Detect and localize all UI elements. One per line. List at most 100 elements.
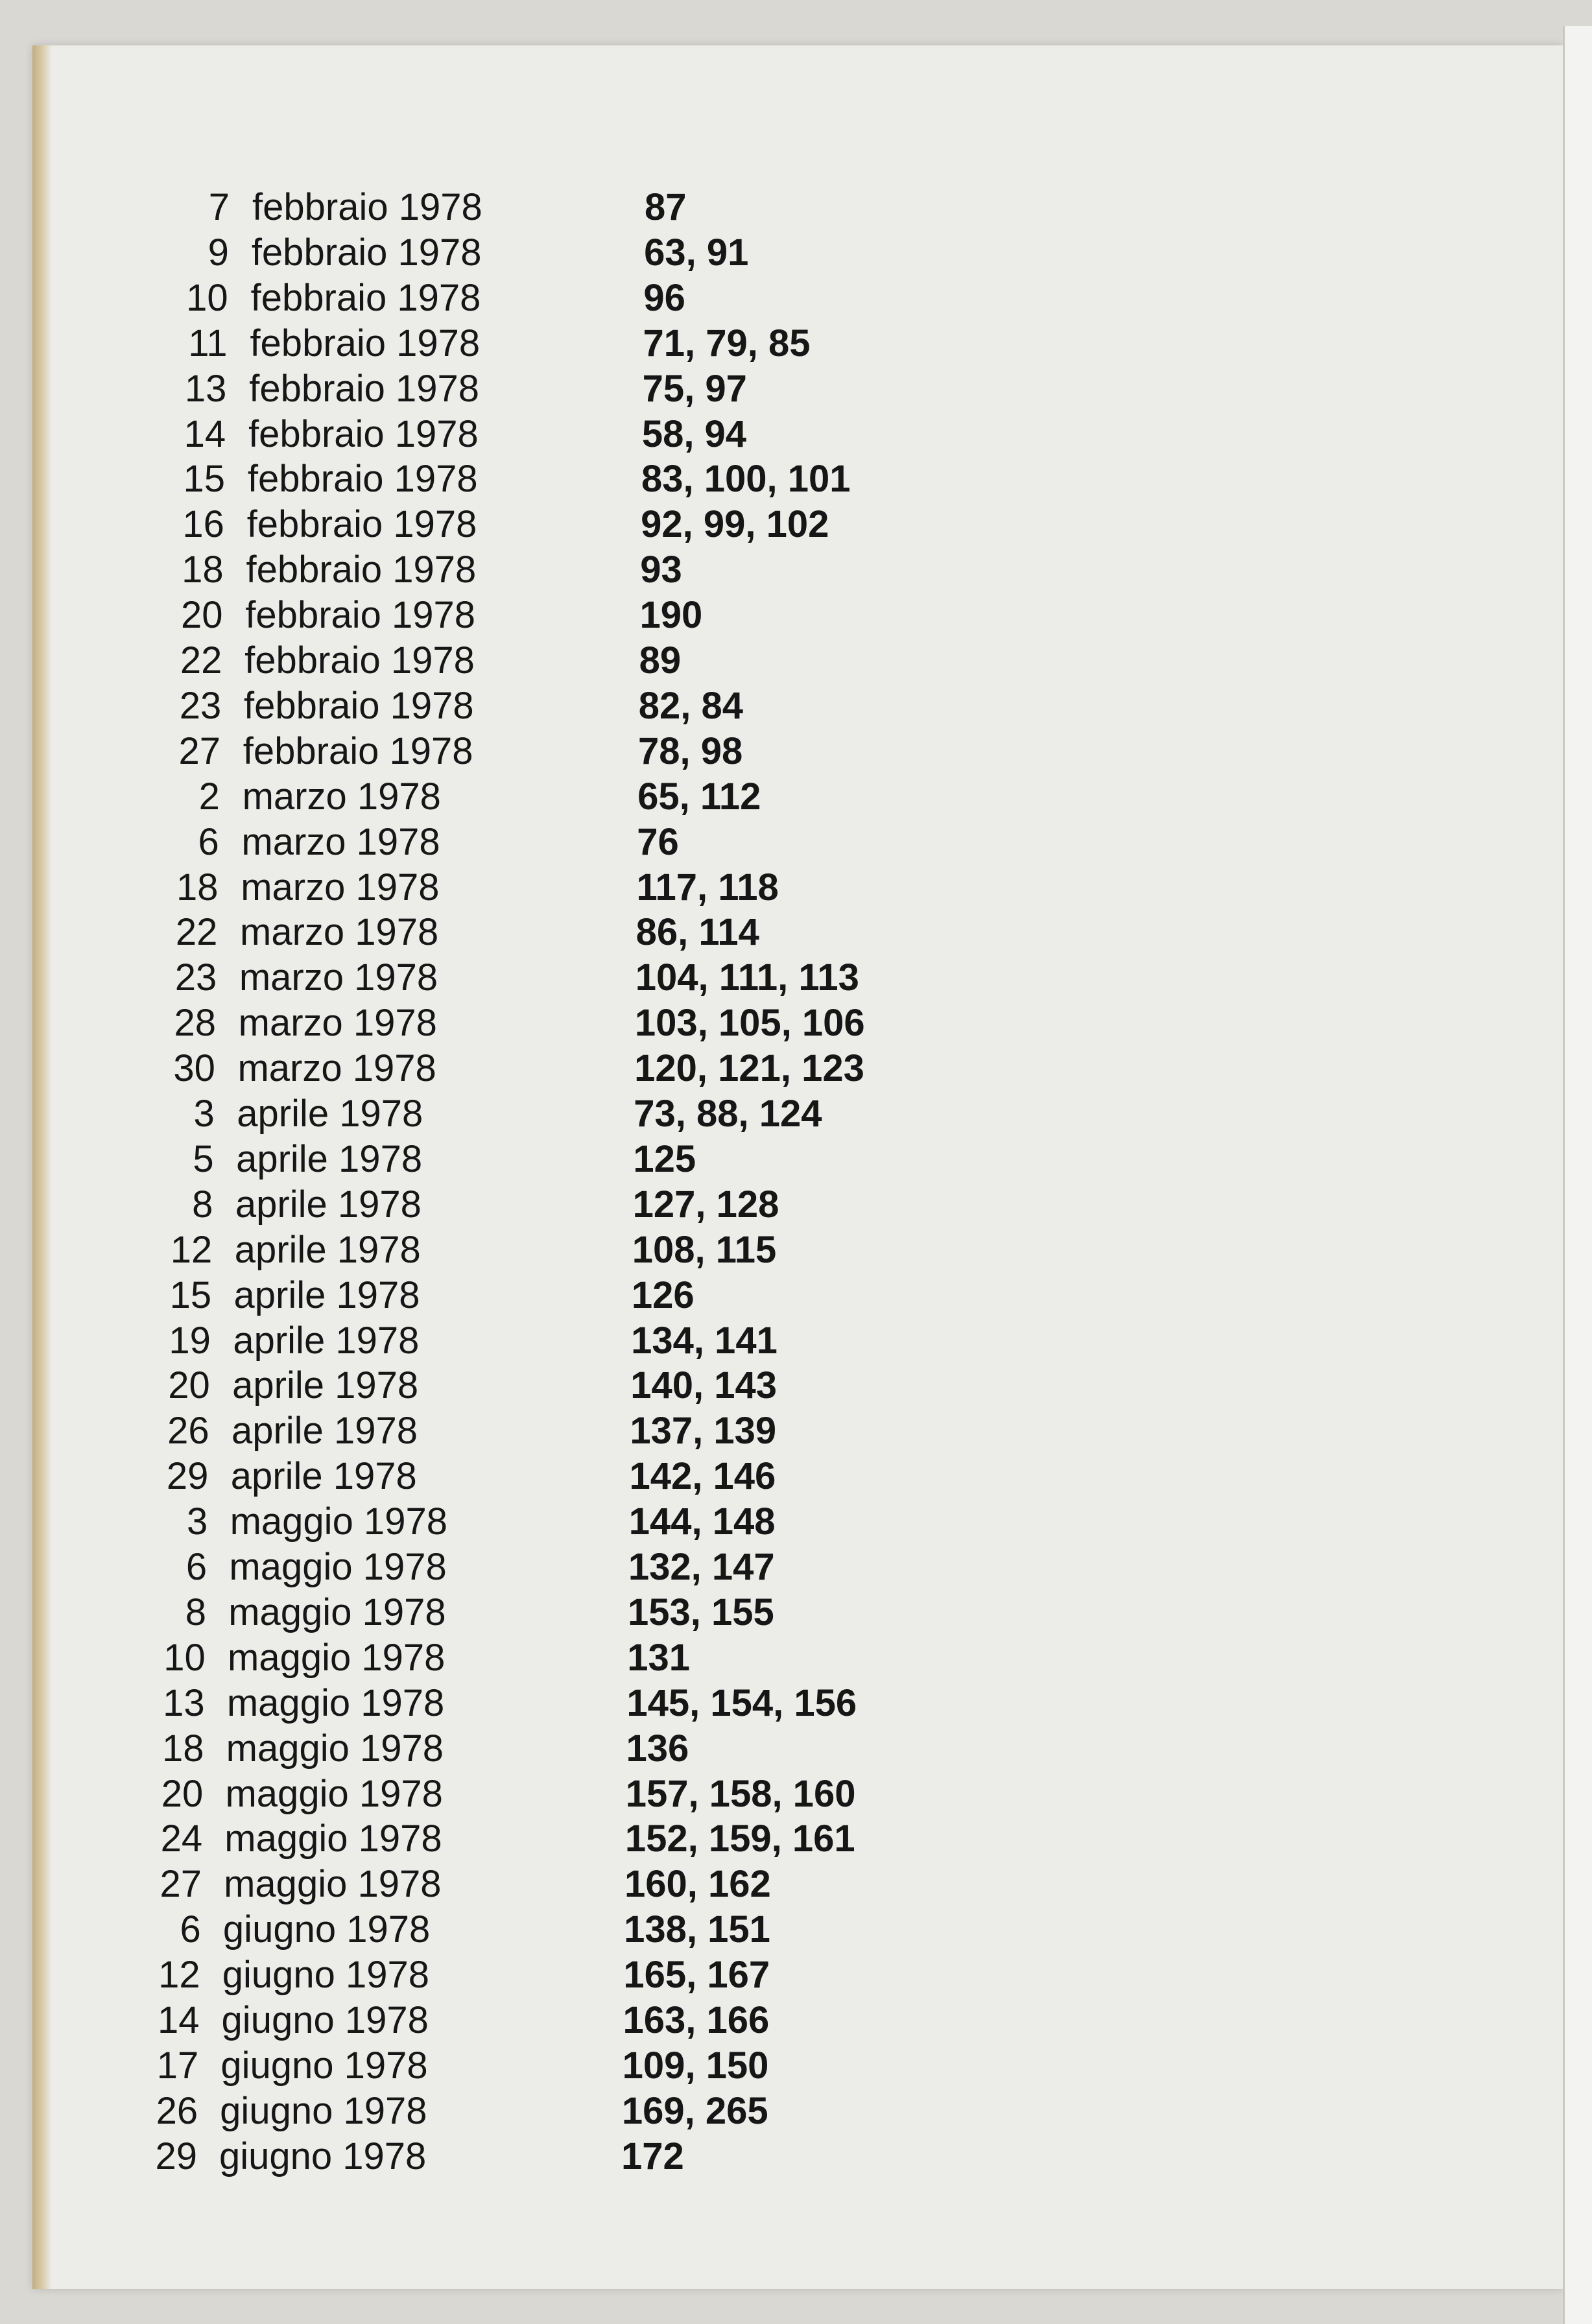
day: 23 [179,684,222,727]
page-numbers: 109, 150 [622,2044,769,2087]
day: 5 [193,1137,214,1180]
day: 18 [161,1727,204,1770]
next-page-edge [1563,26,1592,2324]
day: 27 [178,729,221,772]
day: 6 [180,1908,201,1951]
month-year: marzo 1978 [240,911,439,954]
day: 28 [174,1002,217,1045]
month-year: febbraio 1978 [245,594,476,637]
month-year: giugno 1978 [219,2135,427,2177]
page-numbers: 153, 155 [628,1591,774,1633]
month-year: aprile 1978 [233,1319,420,1362]
page-binding-edge [32,45,52,2289]
month-year: maggio 1978 [226,1727,444,1770]
page-numbers: 96 [643,276,685,319]
day: 22 [175,911,218,954]
page-numbers: 134, 141 [631,1319,778,1362]
day: 10 [163,1636,206,1679]
page-numbers: 73, 88, 124 [634,1093,822,1135]
day: 12 [158,1954,200,1997]
day: 12 [170,1228,213,1271]
day: 17 [156,2044,199,2087]
page-numbers: 117, 118 [636,866,779,908]
day: 3 [193,1093,215,1135]
page-numbers: 93 [640,549,682,591]
day: 15 [169,1274,212,1316]
page-numbers: 103, 105, 106 [634,1002,865,1045]
day: 18 [182,549,224,591]
month-year: marzo 1978 [242,775,441,818]
day: 18 [176,866,219,908]
month-year: maggio 1978 [230,1500,447,1543]
month-year: febbraio 1978 [244,639,475,682]
page-numbers: 92, 99, 102 [641,503,829,546]
page-numbers: 136 [626,1727,689,1770]
page-numbers: 132, 147 [628,1546,775,1588]
page-numbers: 169, 265 [621,2089,768,2132]
month-year: febbraio 1978 [246,549,477,591]
day: 7 [208,186,230,228]
day: 24 [160,1818,203,1860]
day: 20 [168,1364,210,1407]
page-numbers: 104, 111, 113 [635,956,859,999]
month-year: maggio 1978 [228,1591,446,1633]
month-year: marzo 1978 [241,820,440,863]
month-year: aprile 1978 [232,1364,419,1407]
month-year: aprile 1978 [237,1093,423,1135]
day: 26 [156,2089,198,2132]
page-numbers: 160, 162 [624,1863,771,1906]
day: 20 [181,594,223,637]
month-year: giugno 1978 [221,1999,429,2041]
page-numbers: 89 [639,639,682,682]
day: 14 [157,1999,200,2041]
page-numbers: 86, 114 [636,911,759,954]
day: 15 [183,458,226,501]
month-year: giugno 1978 [220,2044,428,2087]
page-numbers: 142, 146 [629,1455,776,1498]
page-numbers: 152, 159, 161 [624,1818,855,1860]
page-numbers: 63, 91 [644,231,749,274]
month-year: marzo 1978 [238,1002,437,1045]
month-year: aprile 1978 [233,1274,420,1316]
month-year: marzo 1978 [237,1047,436,1090]
document-page [32,45,1563,2289]
month-year: aprile 1978 [234,1228,421,1271]
month-year: febbraio 1978 [250,322,481,364]
day: 23 [174,956,217,999]
page-numbers: 127, 128 [632,1183,779,1226]
page-numbers: 75, 97 [642,367,747,410]
page-numbers: 172 [621,2135,684,2177]
page-numbers: 87 [645,186,687,228]
page-numbers: 58, 94 [641,412,747,455]
day: 22 [180,639,222,682]
page-numbers: 76 [637,820,679,863]
day: 26 [167,1410,209,1452]
month-year: febbraio 1978 [251,231,482,274]
month-year: maggio 1978 [225,1772,443,1815]
month-year: maggio 1978 [224,1863,442,1906]
month-year: giugno 1978 [222,1954,430,1997]
month-year: febbraio 1978 [243,729,473,772]
month-year: giugno 1978 [222,1908,431,1951]
day: 2 [198,775,220,818]
day: 8 [185,1591,206,1633]
month-year: febbraio 1978 [250,276,481,319]
day: 11 [188,322,228,364]
page-numbers: 125 [633,1137,696,1180]
day: 9 [208,231,229,274]
day: 19 [169,1319,211,1362]
month-year: febbraio 1978 [249,367,479,410]
page-numbers: 65, 112 [637,775,761,818]
page-numbers: 140, 143 [630,1364,777,1407]
day: 13 [163,1681,205,1724]
day: 20 [161,1772,204,1815]
month-year: aprile 1978 [236,1137,423,1180]
month-year: aprile 1978 [230,1455,417,1498]
month-year: febbraio 1978 [252,186,482,228]
month-year: maggio 1978 [228,1636,446,1679]
page-numbers: 82, 84 [638,684,744,727]
month-year: febbraio 1978 [248,412,479,455]
page-numbers: 157, 158, 160 [625,1772,856,1815]
day: 29 [155,2135,197,2177]
day: 6 [198,820,219,863]
